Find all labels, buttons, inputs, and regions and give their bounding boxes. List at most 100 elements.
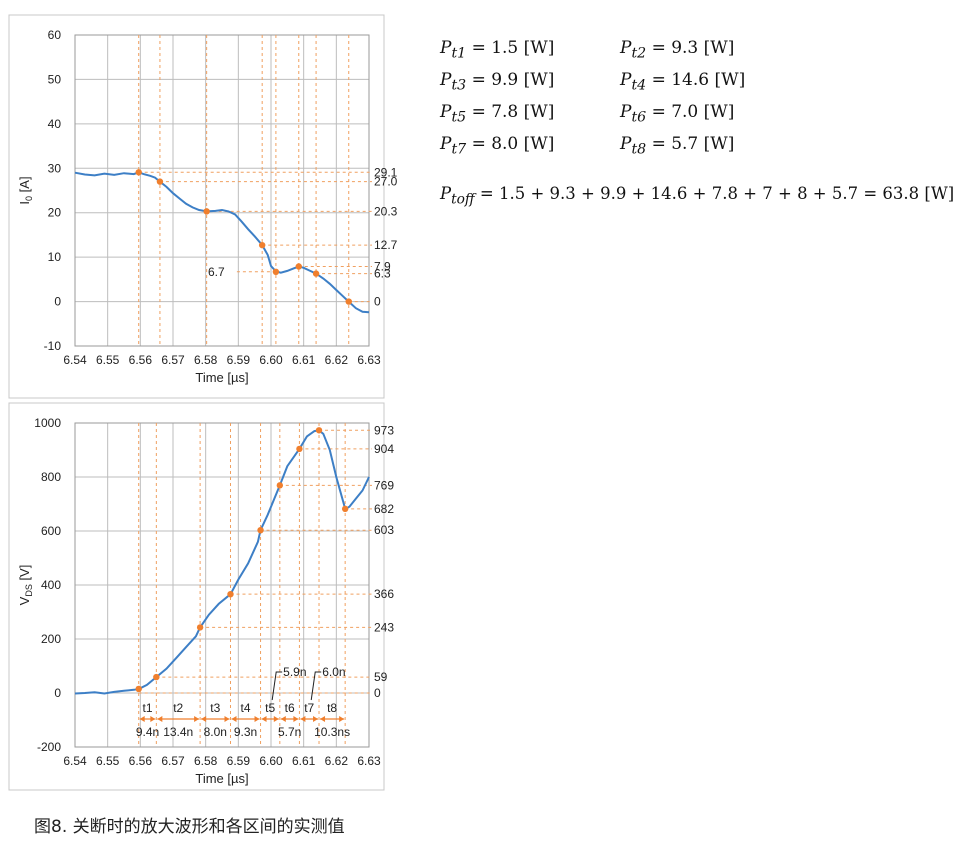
- x-tick-label: 6.59: [227, 754, 251, 768]
- interval-arrowhead: [320, 716, 326, 722]
- x-tick-label: 6.55: [96, 754, 120, 768]
- data-marker: [295, 263, 302, 270]
- interval-duration: 5.7n: [278, 725, 301, 739]
- y-tick-label: 400: [41, 578, 61, 592]
- guide-lines: [138, 423, 372, 747]
- data-label: 12.7: [374, 238, 398, 252]
- data-marker: [272, 268, 280, 276]
- y-tick-label: 600: [41, 524, 61, 538]
- data-label: 59: [374, 670, 388, 684]
- data-label: 682: [374, 502, 394, 516]
- data-marker: [312, 270, 320, 277]
- interval-duration: 8.0n: [204, 725, 227, 739]
- y-tick-label: 0: [54, 686, 61, 700]
- power-formula-t2: Pt2 = 9.3 [W]: [620, 38, 735, 62]
- chart-frame: [8, 14, 385, 399]
- power-formula-total: Ptoff = 1.5 + 9.3 + 9.9 + 14.6 + 7.8 + 7…: [440, 184, 954, 208]
- y-tick-label: 60: [48, 28, 62, 42]
- data-marker: [196, 624, 204, 631]
- y-tick-label: 40: [48, 117, 62, 131]
- data-marker: [296, 445, 303, 453]
- data-label: 27.0: [374, 175, 398, 189]
- data-label: 904: [374, 442, 394, 456]
- data-marker: [227, 590, 234, 598]
- x-tick-label: 6.63: [357, 754, 381, 768]
- data-marker: [203, 208, 210, 215]
- x-tick-label: 6.61: [292, 754, 316, 768]
- data-label: 243: [374, 620, 394, 634]
- interval-duration: 9.4n: [136, 725, 159, 739]
- data-label: 7.9: [374, 259, 391, 273]
- x-tick-label: 6.58: [194, 353, 218, 367]
- interval-duration: 6.0n: [322, 665, 345, 679]
- interval-arrowhead: [139, 716, 145, 722]
- interval-arrowhead: [254, 716, 260, 722]
- y-axis-title: I0 [A]: [17, 176, 34, 204]
- interval-arrowhead: [201, 716, 207, 722]
- x-tick-label: 6.54: [63, 754, 87, 768]
- guide-lines: [138, 35, 372, 346]
- interval-arrowhead: [300, 716, 306, 722]
- power-formula-t8: Pt8 = 5.7 [W]: [620, 134, 735, 158]
- interval-duration: 5.9n: [283, 665, 306, 679]
- plot-border: [74, 34, 370, 347]
- x-tick-label: 6.58: [194, 754, 218, 768]
- data-label: 20.3: [374, 204, 398, 218]
- interval-leader: [271, 671, 283, 701]
- interval-name: t8: [327, 701, 337, 715]
- y-tick-label: -10: [44, 339, 62, 353]
- x-tick-label: 6.61: [292, 353, 316, 367]
- data-marker: [135, 685, 142, 693]
- x-tick-label: 6.62: [325, 353, 349, 367]
- x-tick-label: 6.56: [129, 754, 153, 768]
- chart-1: 6.54 6.55 6.56 6.57 6.58 6.59 6.60 6.61 6.62 6.63…: [8, 14, 398, 399]
- interval-duration: 9.3n: [234, 725, 257, 739]
- interval-duration: 13.4n: [163, 725, 193, 739]
- chart-2: 6.54 6.55 6.56 6.57 6.58 6.59 6.60 6.61 6.62 6.63…: [8, 402, 394, 791]
- x-tick-label: 6.60: [259, 754, 283, 768]
- interval-name: t2: [173, 701, 183, 715]
- data-marker: [156, 178, 164, 185]
- power-formula-t6: Pt6 = 7.0 [W]: [620, 102, 735, 126]
- data-marker: [257, 526, 264, 534]
- y-tick-label: -200: [37, 740, 61, 754]
- interval-arrowhead: [273, 716, 279, 722]
- x-tick-label: 6.59: [227, 353, 251, 367]
- y-tick-label: 0: [54, 295, 61, 309]
- interval-name: t3: [210, 701, 220, 715]
- interval-arrowhead: [339, 716, 345, 722]
- data-label: 366: [374, 587, 394, 601]
- x-tick-label: 6.57: [161, 353, 185, 367]
- data-marker: [341, 505, 349, 513]
- interval-arrowhead: [157, 716, 163, 722]
- interval-arrowhead: [224, 716, 230, 722]
- y-tick-label: 20: [48, 206, 62, 220]
- power-formula-t5: Pt5 = 7.8 [W]: [440, 102, 555, 126]
- y-axis-title: VDS [V]: [17, 565, 34, 606]
- interval-arrowhead: [194, 716, 200, 722]
- y-tick-label: 10: [48, 250, 62, 264]
- data-marker: [258, 241, 266, 249]
- y-tick-label: 800: [41, 470, 61, 484]
- power-formula-t7: Pt7 = 8.0 [W]: [440, 134, 555, 158]
- interval-leader: [310, 671, 322, 701]
- data-marker: [153, 673, 160, 681]
- interval-duration: 10.3ns: [314, 725, 350, 739]
- x-tick-label: 6.54: [63, 353, 87, 367]
- x-tick-label: 6.55: [96, 353, 120, 367]
- x-tick-label: 6.56: [129, 353, 153, 367]
- y-tick-label: 30: [48, 161, 62, 175]
- data-label: 29.1: [374, 165, 398, 179]
- data-marker: [345, 298, 352, 305]
- waveform-charts: 6.54 6.55 6.56 6.57 6.58 6.59 6.60 6.61 6.62 6.63…: [8, 14, 398, 791]
- interval-arrowhead: [261, 716, 267, 722]
- data-marker: [276, 482, 284, 489]
- data-marker: [315, 427, 323, 434]
- data-marker: [135, 169, 142, 176]
- x-tick-label: 6.60: [259, 353, 283, 367]
- data-label-zero: 0: [374, 686, 381, 700]
- y-tick-label: 50: [48, 72, 62, 86]
- power-formula-t1: Pt1 = 1.5 [W]: [440, 38, 555, 62]
- interval-arrowhead: [280, 716, 286, 722]
- interval-name: t5: [265, 701, 275, 715]
